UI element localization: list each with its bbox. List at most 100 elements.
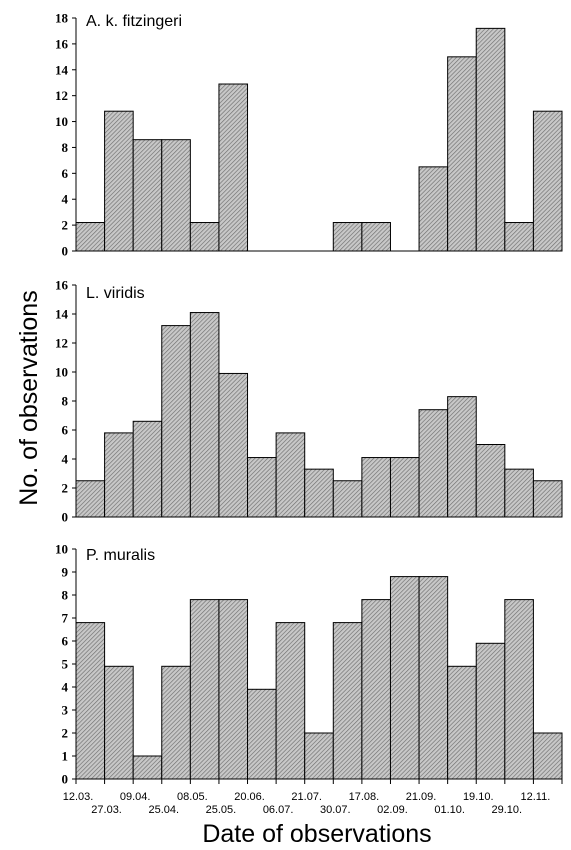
bar-25.04. xyxy=(161,665,191,780)
bar-09.04. xyxy=(132,755,163,780)
bar-30.07. xyxy=(332,480,363,518)
x-tick-label: 02.09. xyxy=(377,804,408,816)
panel-2: 0 2 4 6 8 10 12 14 16 L. viridis xyxy=(55,278,563,525)
bar-29.10. xyxy=(504,468,534,518)
bar-25.05. xyxy=(218,83,249,252)
y-tick-label: 2 xyxy=(62,218,69,233)
bar-01.10. xyxy=(447,396,477,518)
x-tick-label: 06.07. xyxy=(263,804,294,816)
bar-08.05. xyxy=(189,599,220,780)
panel-3: 0 1 2 3 4 5 6 7 8 9 10 P. muralis xyxy=(55,542,563,787)
bar-12.11. xyxy=(532,732,563,780)
bar-17.08. xyxy=(361,222,391,252)
y-tick-label: 16 xyxy=(55,278,69,293)
x-tick-label: 21.09. xyxy=(406,791,437,803)
bar-19.10. xyxy=(475,27,506,252)
bar-21.09. xyxy=(418,576,449,780)
x-tick-label: 25.04. xyxy=(148,804,179,816)
y-tick-label: 10 xyxy=(55,365,68,380)
y-tick-label: 4 xyxy=(62,680,69,695)
panel-1: 0 2 4 6 8 10 12 14 16 18 A. k. fitzingeri xyxy=(55,11,563,259)
bar-20.06. xyxy=(247,688,277,780)
bar-12.11. xyxy=(532,110,563,252)
panel-title: A. k. fitzingeri xyxy=(86,13,182,30)
bar-21.09. xyxy=(418,166,449,252)
y-tick-label: 7 xyxy=(62,611,69,626)
y-tick-label: 8 xyxy=(62,394,69,409)
x-tick-label: 30.07. xyxy=(320,804,351,816)
panel-title: P. muralis xyxy=(86,547,155,564)
bar-17.08. xyxy=(361,457,391,518)
bar-12.03. xyxy=(75,222,106,252)
bar-01.10. xyxy=(447,56,477,252)
y-axis-label: No. of observations xyxy=(15,290,43,505)
x-axis-label: Date of observations xyxy=(202,820,431,848)
bar-30.07. xyxy=(332,622,363,780)
bar-20.06. xyxy=(247,457,277,518)
x-tick-label: 12.03. xyxy=(63,791,94,803)
y-tick-label: 5 xyxy=(62,657,69,672)
y-tick-label: 16 xyxy=(55,36,69,51)
bar-19.10. xyxy=(475,642,506,780)
bar-30.07. xyxy=(332,222,363,252)
bar-06.07. xyxy=(275,622,306,780)
x-tick-label: 20.06. xyxy=(234,791,265,803)
x-tick-label: 29.10. xyxy=(492,804,523,816)
y-tick-label: 6 xyxy=(62,423,69,438)
bar-29.10. xyxy=(504,599,534,780)
y-tick-label: 6 xyxy=(62,166,69,181)
bar-02.09. xyxy=(389,576,420,780)
bar-12.03. xyxy=(75,480,106,518)
bar-02.09. xyxy=(389,457,420,518)
bar-27.03. xyxy=(104,432,134,518)
y-tick-label: 10 xyxy=(55,542,68,557)
y-tick-label: 8 xyxy=(62,140,69,155)
y-tick-label: 4 xyxy=(62,452,69,467)
x-tick-label: 17.08. xyxy=(349,791,380,803)
x-tick-label: 27.03. xyxy=(91,804,122,816)
bar-25.05. xyxy=(218,599,249,780)
bar-25.04. xyxy=(161,325,191,518)
y-tick-label: 18 xyxy=(55,11,69,26)
y-tick-label: 2 xyxy=(62,726,69,741)
bar-25.05. xyxy=(218,372,249,518)
y-tick-label: 0 xyxy=(62,244,69,259)
y-tick-label: 2 xyxy=(62,481,69,496)
bar-21.07. xyxy=(304,468,334,518)
bar-25.04. xyxy=(161,139,191,252)
x-tick-label: 12.11. xyxy=(521,791,551,803)
y-tick-label: 4 xyxy=(62,192,69,207)
bar-19.10. xyxy=(475,444,506,518)
bar-17.08. xyxy=(361,599,391,780)
bar-08.05. xyxy=(189,222,220,252)
x-tick-label: 08.05. xyxy=(177,791,208,803)
x-tick-label: 19.10. xyxy=(463,791,494,803)
bar-29.10. xyxy=(504,222,534,252)
y-tick-label: 14 xyxy=(55,307,69,322)
y-tick-label: 6 xyxy=(62,634,69,649)
bar-09.04. xyxy=(132,139,163,252)
y-tick-label: 0 xyxy=(62,772,69,787)
y-tick-label: 12 xyxy=(55,336,68,351)
x-tick-label: 21.07. xyxy=(291,791,322,803)
y-tick-label: 14 xyxy=(55,62,69,77)
y-tick-label: 9 xyxy=(62,565,69,580)
y-tick-label: 8 xyxy=(62,588,69,603)
x-tick-labels: 12.03. 09.04. 08.05. 20.06. 21.07. 17.08. 21.0… xyxy=(63,791,551,816)
x-tick-label: 25.05. xyxy=(206,804,237,816)
y-tick-label: 12 xyxy=(55,88,68,103)
y-tick-label: 3 xyxy=(62,703,69,718)
x-tick-label: 01.10. xyxy=(434,804,465,816)
bar-21.09. xyxy=(418,409,449,518)
bar-06.07. xyxy=(275,432,306,518)
bar-01.10. xyxy=(447,665,477,780)
y-tick-label: 0 xyxy=(62,510,69,525)
bar-12.11. xyxy=(532,480,563,518)
panel-title: L. viridis xyxy=(86,285,145,302)
x-tick-label: 09.04. xyxy=(120,791,151,803)
bar-09.04. xyxy=(132,420,163,518)
bar-21.07. xyxy=(304,732,334,780)
bar-08.05. xyxy=(189,312,220,518)
y-tick-label: 1 xyxy=(62,749,69,764)
